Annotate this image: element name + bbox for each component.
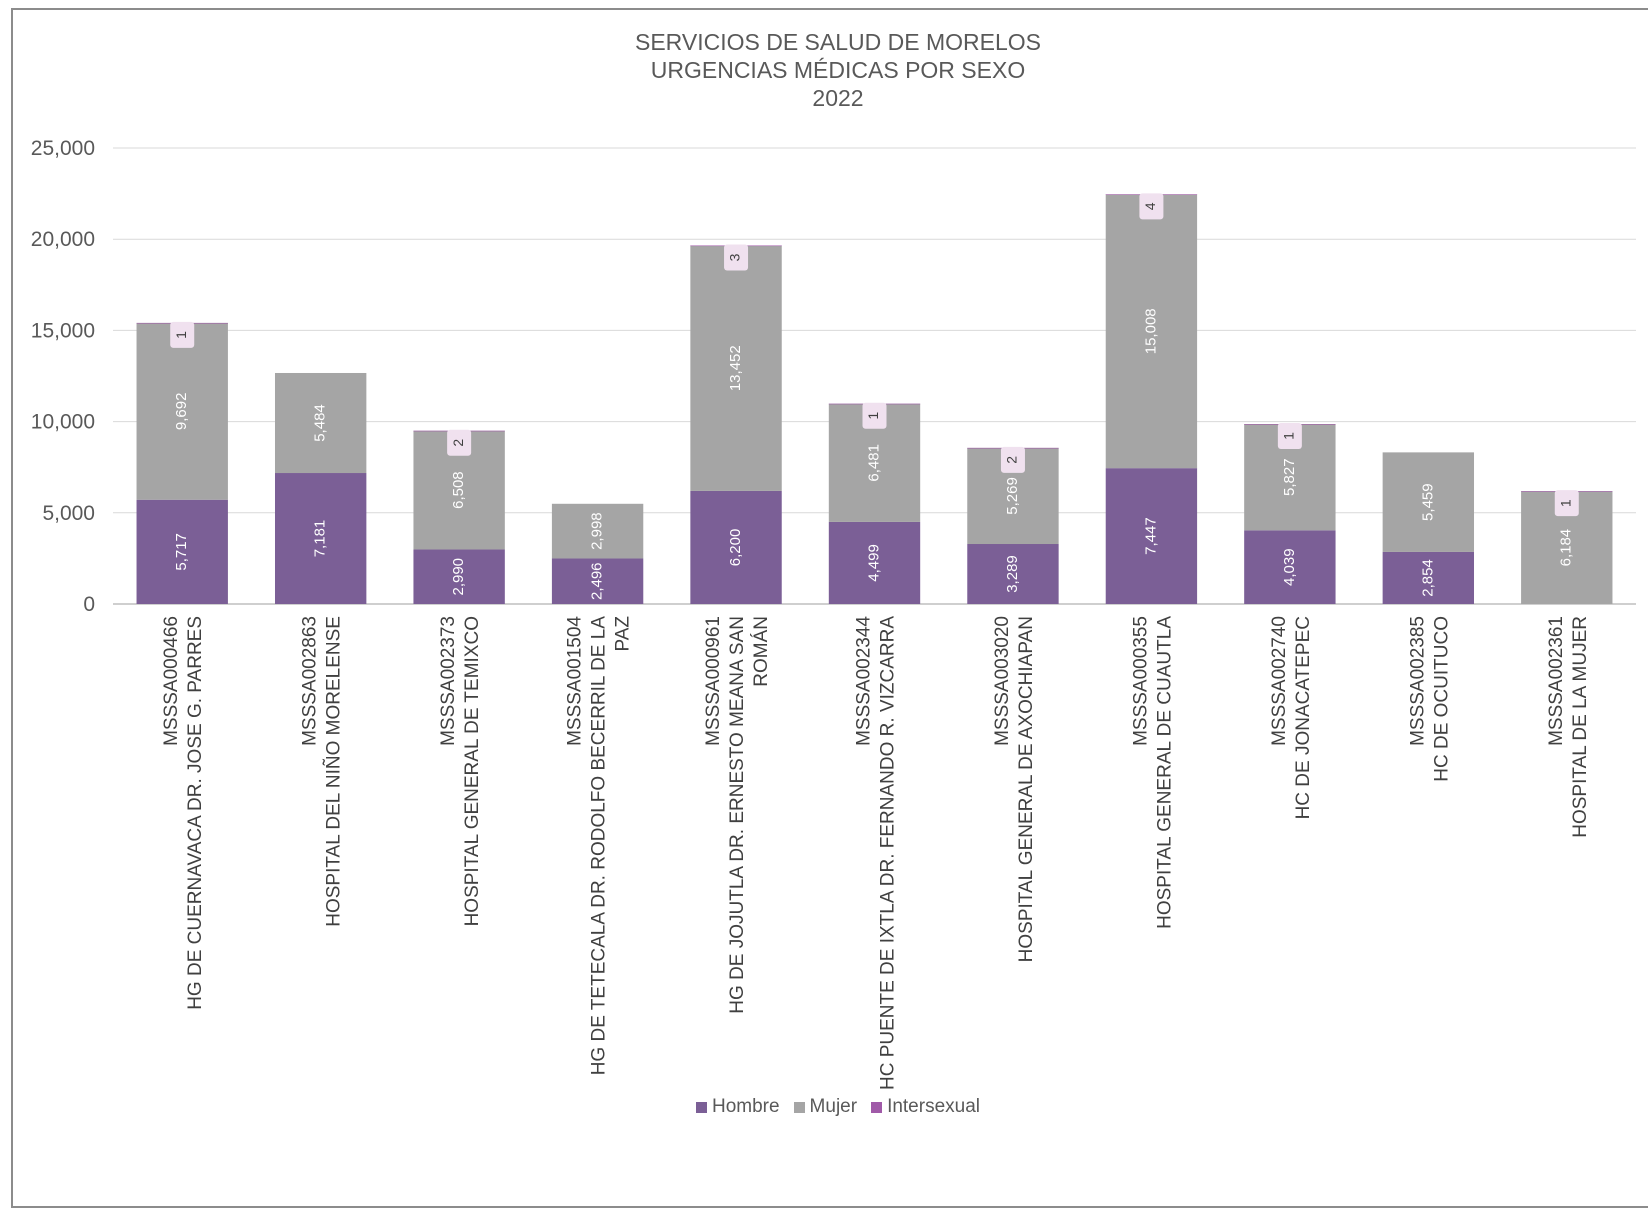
chart-title-line-2: URGENCIAS MÉDICAS POR SEXO <box>650 57 1026 83</box>
y-tick-label: 20,000 <box>31 228 95 251</box>
bar-hombre <box>274 473 367 604</box>
data-label-hombre: 2,854 <box>1419 559 1436 597</box>
x-category-label: ROMÁN <box>751 616 772 687</box>
chart-title-line-1: SERVICIOS DE SALUD DE MORELOS <box>634 29 1041 55</box>
x-category-label: MSSSA002385 <box>1407 616 1428 746</box>
data-label-mujer: 13,452 <box>727 345 744 391</box>
data-label-hombre: 2,990 <box>450 558 467 596</box>
bar-mujer <box>1105 194 1198 469</box>
bar-hombre <box>690 490 782 604</box>
bar-mujer <box>690 245 782 491</box>
data-label-hombre: 7,447 <box>1142 517 1159 555</box>
bar-hombre <box>1244 530 1336 604</box>
legend-label-intersexual: Intersexual <box>887 1096 981 1117</box>
x-category-label: MSSSA003020 <box>992 616 1013 746</box>
data-label-intersexual: 1 <box>865 412 881 420</box>
bar-hombre <box>1382 551 1475 604</box>
y-tick-label: 25,000 <box>31 137 95 160</box>
x-category-label: PAZ <box>613 616 634 652</box>
legend-label-hombre: Hombre <box>711 1096 780 1117</box>
x-category-label: MSSSA002373 <box>438 616 459 746</box>
x-category-label: HG DE JOJUTLA DR. ERNESTO MEANA SAN <box>727 616 748 1014</box>
data-label-mujer: 6,508 <box>450 471 467 509</box>
bar-hombre <box>828 521 921 604</box>
data-label-hombre: 3,289 <box>1004 555 1021 593</box>
data-label-intersexual: 1 <box>173 331 189 339</box>
data-label-hombre: 2,496 <box>589 562 606 600</box>
x-category-label: HOSPITAL DEL NIÑO MORELENSE <box>323 616 345 927</box>
chart-legend: Hombre Mujer Intersexual <box>0 1096 1648 1118</box>
data-label-intersexual: 1 <box>1281 432 1297 440</box>
data-label-mujer: 15,008 <box>1142 308 1159 354</box>
data-label-box-intersexual <box>1139 193 1164 220</box>
data-label-mujer: 5,484 <box>312 404 329 442</box>
data-label-hombre: 4,499 <box>865 544 882 582</box>
y-tick-label: 5,000 <box>42 502 95 525</box>
bar-mujer <box>551 503 644 559</box>
x-category-label: HC DE OCUITUCO <box>1431 616 1452 782</box>
data-label-intersexual: 1 <box>1557 499 1573 507</box>
x-category-label: MSSSA001504 <box>565 616 586 746</box>
data-label-box-intersexual <box>862 402 887 429</box>
x-category-label: MSSSA002863 <box>300 616 321 746</box>
data-label-intersexual: 2 <box>1004 456 1020 464</box>
bar-hombre <box>136 499 228 604</box>
x-category-label: HOSPITAL DE LA MUJER <box>1570 616 1591 838</box>
x-category-label: MSSSA000355 <box>1130 616 1151 746</box>
data-label-intersexual: 2 <box>450 439 466 447</box>
x-category-label: HC PUENTE DE IXTLA DR. FERNANDO R. VIZCA… <box>878 616 899 1090</box>
x-category-label: HOSPITAL GENERAL DE TEMIXCO <box>462 616 483 926</box>
data-label-box-intersexual <box>1277 423 1302 450</box>
data-label-box-intersexual <box>724 244 749 271</box>
x-category-label: HG DE TETECALA DR. RODOLFO BECERRIL DE L… <box>589 616 610 1076</box>
legend-swatch-intersexual <box>871 1101 883 1113</box>
legend-swatch-hombre <box>695 1101 707 1113</box>
data-label-mujer: 6,481 <box>865 444 882 482</box>
bar-hombre <box>967 544 1059 604</box>
chart-title-line-3: 2022 <box>812 85 864 111</box>
legend-item-intersexual: Intersexual <box>871 1096 980 1118</box>
legend-label-mujer: Mujer <box>809 1096 858 1117</box>
y-tick-label: 10,000 <box>31 411 95 434</box>
data-label-mujer: 5,459 <box>1419 483 1436 521</box>
x-category-label: MSSSA002344 <box>854 616 875 746</box>
bar-mujer <box>274 372 367 474</box>
bar-hombre <box>551 558 644 604</box>
x-category-label: MSSSA000961 <box>703 616 724 746</box>
x-category-label: MSSSA002740 <box>1269 616 1290 746</box>
x-category-label: HOSPITAL GENERAL DE CUAUTLA <box>1154 616 1175 929</box>
data-label-box-intersexual <box>1000 446 1025 473</box>
legend-swatch-mujer <box>793 1101 805 1113</box>
y-tick-label: 0 <box>83 593 95 616</box>
bar-hombre <box>1105 468 1198 604</box>
y-tick-label: 15,000 <box>31 319 95 342</box>
bar-mujer <box>136 322 228 500</box>
data-label-mujer: 9,692 <box>173 393 190 431</box>
x-category-label: MSSSA000466 <box>161 616 182 746</box>
data-label-intersexual: 3 <box>727 253 743 261</box>
x-category-label: HC DE JONACATEPEC <box>1293 616 1314 819</box>
data-label-mujer: 6,184 <box>1558 529 1575 567</box>
legend-item-mujer: Mujer <box>793 1096 858 1118</box>
data-label-hombre: 7,181 <box>312 520 329 558</box>
x-category-label: HOSPITAL GENERAL DE AXOCHIAPAN <box>1016 616 1037 962</box>
x-category-label: MSSSA002361 <box>1546 616 1567 746</box>
x-category-label: HG DE CUERNAVACA DR. JOSE G. PARRES <box>185 616 206 1010</box>
stacked-bar-chart: 0 5,000 10,000 15,000 20,000 25,000 5,717 9,692… <box>31 137 1636 1090</box>
data-label-hombre: 5,717 <box>173 533 190 571</box>
data-label-mujer: 5,269 <box>1004 477 1021 515</box>
bar-hombre <box>413 549 505 604</box>
data-label-mujer: 2,998 <box>589 512 606 550</box>
data-label-intersexual: 4 <box>1142 202 1158 210</box>
data-label-mujer: 5,827 <box>1281 458 1298 496</box>
data-label-box-intersexual <box>1554 490 1579 517</box>
data-label-hombre: 4,039 <box>1281 548 1298 586</box>
data-label-box-intersexual <box>447 429 472 456</box>
data-label-box-intersexual <box>170 321 195 348</box>
data-label-hombre: 6,200 <box>727 529 744 567</box>
legend-item-hombre: Hombre <box>695 1096 780 1118</box>
bar-mujer <box>1382 452 1475 552</box>
